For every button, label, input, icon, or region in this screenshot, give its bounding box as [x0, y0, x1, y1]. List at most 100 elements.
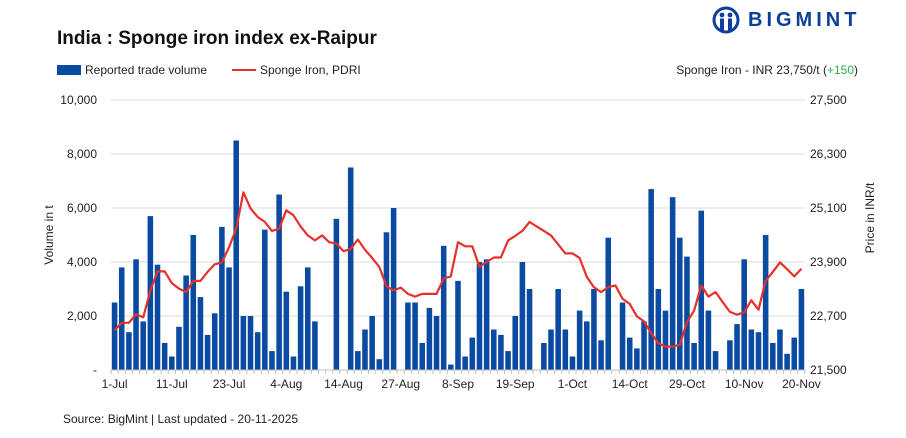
x-tick-label: 27-Aug	[381, 377, 420, 391]
volume-bar	[541, 343, 547, 370]
volume-bar	[598, 340, 604, 370]
volume-bar	[519, 262, 526, 370]
volume-bar	[462, 356, 468, 370]
volume-bar	[619, 302, 626, 370]
volume-bar	[197, 297, 204, 370]
volume-bar	[483, 259, 490, 370]
volume-bar	[505, 351, 511, 370]
volume-bar	[140, 321, 146, 370]
volume-bar	[254, 332, 261, 370]
volume-bar	[433, 316, 440, 370]
volume-bar	[648, 189, 654, 370]
x-tick-label: 4-Aug	[270, 377, 302, 391]
bigmint-logo: BIGMINT	[712, 6, 860, 34]
volume-bar	[405, 302, 411, 370]
volume-bar	[176, 326, 182, 370]
volume-bar	[347, 167, 354, 370]
volume-bar	[576, 310, 583, 370]
volume-bar	[791, 337, 798, 370]
y2-tick-label: 27,500	[810, 93, 847, 107]
volume-bar	[548, 329, 554, 370]
y2-tick-label: 23,900	[810, 255, 847, 269]
volume-bar	[262, 229, 268, 370]
volume-bar	[684, 256, 690, 370]
volume-bar	[390, 208, 397, 370]
price-text: Sponge Iron - INR 23,750/t (	[676, 63, 827, 77]
y2-tick-label: 21,500	[810, 363, 847, 377]
x-tick-label: 14-Oct	[612, 377, 649, 391]
x-tick-label: 23-Jul	[213, 377, 246, 391]
volume-bar	[626, 337, 633, 370]
volume-bar	[448, 364, 454, 370]
x-tick-label: 29-Oct	[669, 377, 706, 391]
volume-bar	[247, 316, 254, 370]
y-tick-label: 4,000	[67, 255, 97, 269]
volume-bar	[226, 267, 232, 370]
volume-bar	[512, 316, 519, 370]
volume-bar	[312, 321, 318, 370]
volume-bar	[276, 194, 282, 370]
x-tick-label: 11-Jul	[156, 377, 188, 391]
price-line	[113, 191, 803, 348]
current-price: Sponge Iron - INR 23,750/t (+150)	[676, 63, 858, 77]
x-tick-label: 20-Nov	[782, 377, 821, 391]
y-axis-title: Volume in t	[42, 205, 56, 265]
y-tick-label: 8,000	[67, 147, 97, 161]
volume-bar	[569, 356, 576, 370]
y2-tick-label: 26,300	[810, 147, 847, 161]
volume-bar	[219, 226, 225, 370]
legend-item-price: Sponge Iron, PDRI	[232, 63, 361, 77]
volume-bar	[369, 316, 375, 370]
legend-swatch-bar	[57, 65, 81, 75]
legend-item-volume: Reported trade volume	[57, 63, 207, 77]
legend-swatch-line	[232, 69, 256, 71]
y2-axis-title: Price in INR/t	[863, 182, 877, 253]
volume-bar	[555, 289, 561, 370]
volume-bar	[677, 237, 683, 370]
volume-bar	[233, 140, 239, 370]
volume-bar	[283, 291, 290, 370]
volume-bar	[211, 313, 218, 370]
volume-bar	[498, 334, 504, 370]
volume-bar	[770, 343, 776, 370]
y-tick-label: 10,000	[60, 93, 97, 107]
volume-bar	[376, 359, 383, 370]
x-tick-label: 14-Aug	[324, 377, 363, 391]
volume-bar	[190, 235, 197, 370]
volume-bar	[490, 329, 497, 370]
y2-tick-label: 22,700	[810, 309, 847, 323]
volume-bar	[269, 351, 275, 370]
volume-bar	[691, 343, 697, 370]
volume-bar	[476, 262, 483, 370]
x-tick-label: 10-Nov	[725, 377, 764, 391]
volume-bar	[669, 197, 676, 370]
price-change: +150	[826, 63, 854, 77]
x-tick-label: 1-Jul	[102, 377, 128, 391]
volume-bar	[426, 307, 433, 370]
volume-bar	[290, 356, 297, 370]
x-tick-label: 19-Sep	[496, 377, 535, 391]
volume-bar	[240, 316, 247, 370]
volume-bar	[183, 275, 189, 370]
volume-bar	[698, 210, 705, 370]
volume-bar	[777, 329, 783, 370]
volume-bar	[562, 329, 569, 370]
volume-bar	[655, 289, 662, 370]
x-tick-label: 8-Sep	[442, 377, 474, 391]
volume-bar	[784, 353, 790, 370]
volume-bar	[727, 340, 733, 370]
volume-bar	[712, 351, 719, 370]
y-tick-label: 6,000	[67, 201, 97, 215]
volume-bar	[755, 332, 762, 370]
volume-bar	[204, 334, 211, 370]
x-tick-label: 1-Oct	[558, 377, 588, 391]
volume-bar	[584, 321, 590, 370]
y2-tick-label: 25,100	[810, 201, 847, 215]
volume-bar	[605, 237, 612, 370]
volume-bar	[111, 302, 118, 370]
price-close: )	[854, 63, 858, 77]
y-tick-label: -	[93, 363, 97, 377]
volume-bar	[705, 310, 712, 370]
volume-bar	[161, 343, 168, 370]
